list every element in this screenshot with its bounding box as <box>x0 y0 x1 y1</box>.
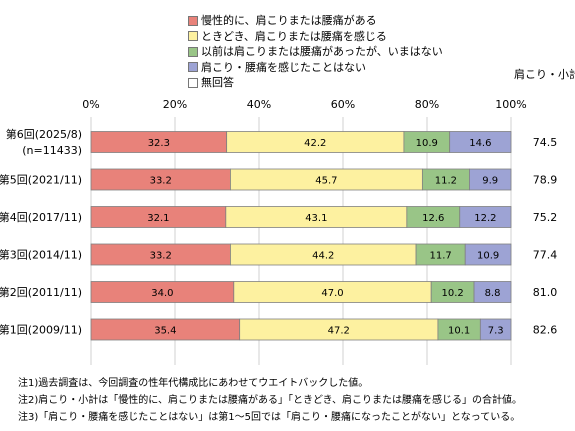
bar-segment <box>449 131 512 153</box>
category-label: 第4回(2017/11) <box>0 210 82 224</box>
x-tick-label: 80% <box>415 98 439 111</box>
legend-item-previously: 以前は肩こりまたは腰痛があったが、いまはない <box>188 44 443 60</box>
subtotal-value: 77.4 <box>533 249 558 262</box>
bar-value-label: 11.7 <box>430 251 452 262</box>
legend-swatch-previously <box>188 46 198 57</box>
legend-label-previously: 以前は肩こりまたは腰痛があったが、いまはない <box>201 45 443 58</box>
bar-segment <box>469 168 512 191</box>
bar-value-label: 11.2 <box>435 176 457 187</box>
subtotal-value: 81.0 <box>533 286 558 299</box>
x-tick-label: 100% <box>495 98 526 111</box>
legend-label-sometimes: ときどき、肩こりまたは腰痛を感じる <box>201 29 387 43</box>
bar-value-label: 44.2 <box>312 251 334 262</box>
legend-item-chronic: 慢性的に、肩こりまたは腰痛がある <box>188 13 443 29</box>
bar-value-label: 43.1 <box>305 213 327 224</box>
bar-value-label: 10.9 <box>416 138 438 149</box>
note-3: 注3)「肩こり・腰痛を感じたことはない」は第1～5回では「肩こり・腰痛になったこ… <box>18 412 521 423</box>
bar-value-label: 9.9 <box>482 176 498 187</box>
legend-swatch-sometimes <box>188 31 198 42</box>
category-label: 第1回(2009/11) <box>0 323 82 337</box>
bar-value-label: 10.9 <box>477 251 499 262</box>
legend-label-never: 肩こり・腰痛を感じたことはない <box>201 60 366 74</box>
bar-value-label: 47.2 <box>328 326 350 337</box>
bar-value-label: 34.0 <box>151 288 173 299</box>
x-tick-label: 40% <box>247 98 271 111</box>
note-1: 注1)過去調査は、今回調査の性年代構成比にあわせてウエイトバックした値。 <box>18 378 369 389</box>
bar-value-label: 47.0 <box>321 288 343 299</box>
category-sublabel: (n=11433) <box>22 144 82 157</box>
bar-value-label: 32.1 <box>147 213 169 224</box>
bar-value-label: 12.2 <box>474 213 496 224</box>
subtotal-value: 75.2 <box>533 211 558 224</box>
bar-value-label: 8.8 <box>485 288 501 299</box>
subtotal-column-header: 肩こり・小計 <box>514 68 575 81</box>
bar-value-label: 45.7 <box>315 176 337 187</box>
category-label: 第6回(2025/8) <box>6 127 82 141</box>
bar-value-label: 33.2 <box>150 176 172 187</box>
x-tick-label: 20% <box>163 98 187 111</box>
subtotal-value: 82.6 <box>533 324 558 337</box>
bar-segment <box>459 206 512 228</box>
bar-value-label: 33.2 <box>150 251 172 262</box>
subtotal-value: 74.5 <box>533 136 558 149</box>
chart-legend: 慢性的に、肩こりまたは腰痛がある ときどき、肩こりまたは腰痛を感じる 以前は肩こ… <box>188 13 443 91</box>
legend-swatch-chronic <box>188 15 198 26</box>
legend-item-never: 肩こり・腰痛を感じたことはない <box>188 60 443 76</box>
category-label: 第2回(2011/11) <box>0 285 82 299</box>
bar-value-label: 10.2 <box>441 288 463 299</box>
legend-label-chronic: 慢性的に、肩こりまたは腰痛がある <box>201 14 377 27</box>
bar-value-label: 10.1 <box>448 326 470 337</box>
note-2: 注2)肩こり・小計は「慢性的に、肩こりまたは腰痛がある」「ときどき、肩こりまたは… <box>18 395 522 406</box>
legend-label-no-answer: 無回答 <box>201 76 234 89</box>
legend-item-no-answer: 無回答 <box>188 75 443 91</box>
legend-swatch-never <box>188 62 198 73</box>
bar-segment <box>479 318 512 341</box>
x-tick-label: 0% <box>82 98 99 111</box>
legend-swatch-no-answer <box>188 77 198 88</box>
chart-notes: 注1)過去調査は、今回調査の性年代構成比にあわせてウエイトバックした値。 注2)… <box>18 375 522 426</box>
category-label: 第3回(2014/11) <box>0 248 82 262</box>
category-label: 第5回(2021/11) <box>0 173 82 187</box>
bar-value-label: 42.2 <box>304 138 326 149</box>
bar-segment <box>464 243 512 266</box>
bar-value-label: 14.6 <box>469 138 491 149</box>
x-tick-label: 60% <box>331 98 355 111</box>
bar-value-label: 7.3 <box>488 326 504 337</box>
subtotal-value: 78.9 <box>533 174 558 187</box>
bar-value-label: 32.3 <box>148 138 170 149</box>
bar-value-label: 35.4 <box>154 326 176 337</box>
bar-segment <box>473 281 512 303</box>
bar-value-label: 12.6 <box>422 213 444 224</box>
legend-item-sometimes: ときどき、肩こりまたは腰痛を感じる <box>188 29 443 45</box>
